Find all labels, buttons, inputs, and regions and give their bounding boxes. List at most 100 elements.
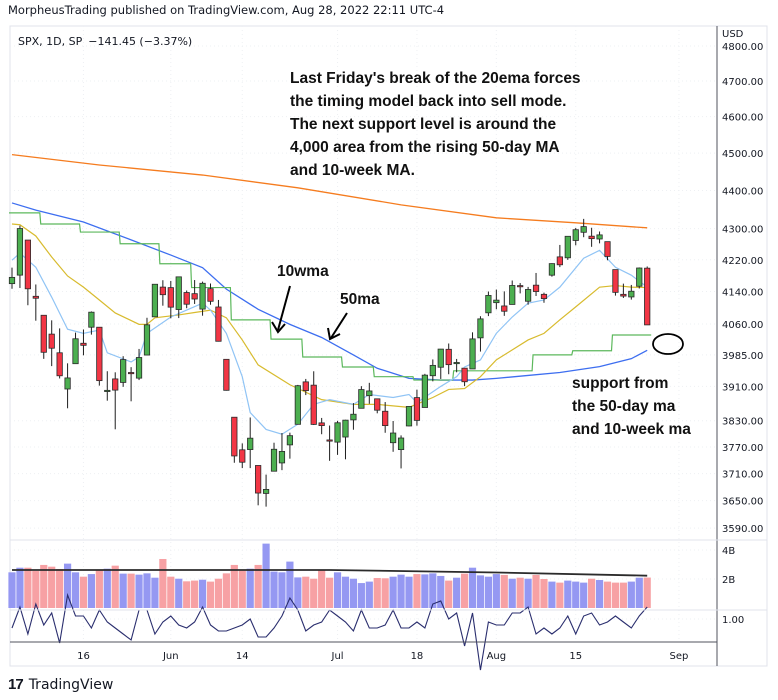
time-tick-label: Jul: [331, 651, 344, 662]
price-tick-label: 3830.00: [722, 417, 763, 428]
time-axis[interactable]: 16 Jun 14 Jul 18 Aug 15 Sep: [77, 651, 688, 662]
candle-down: [318, 422, 325, 426]
volume-bar: [238, 570, 246, 608]
candle-up: [104, 389, 111, 392]
tradingview-logo-icon: 17: [8, 676, 24, 693]
label-50ma: 50ma: [340, 291, 380, 308]
volume-pane: 4B 2B: [8, 543, 735, 608]
volume-bar: [95, 569, 103, 608]
volume-bar: [595, 580, 604, 608]
note-line: the timing model back into sell mode.: [290, 93, 567, 110]
candle-down: [24, 239, 31, 290]
volume-bar: [588, 578, 596, 608]
volume-bar: [580, 582, 588, 608]
volume-bar: [24, 567, 32, 608]
candle-down: [40, 314, 47, 353]
volume-bar: [389, 576, 397, 608]
candle-up: [485, 295, 492, 314]
volume-bar: [222, 573, 230, 608]
ratio-tick-label: 1.00: [722, 615, 744, 626]
price-tick-label: 3590.00: [722, 524, 763, 535]
volume-bar: [484, 576, 492, 608]
price-tick-label: 4600.00: [722, 113, 763, 124]
volume-bar: [103, 568, 111, 608]
volume-bar: [183, 581, 191, 608]
volume-bar: [341, 576, 350, 608]
price-axis[interactable]: USD 4800.00 4700.00 4600.00 4500.00 4400.00 4…: [722, 29, 763, 535]
volume-bar: [516, 577, 524, 608]
label-10wma: 10wma: [277, 263, 329, 280]
candle-down: [540, 293, 548, 299]
symbol-legend[interactable]: SPX, 1D, SP −141.45 (−3.37%): [18, 35, 192, 48]
volume-bar: [476, 575, 485, 608]
price-tick-label: 3710.00: [722, 470, 763, 481]
candle-up: [477, 318, 484, 339]
volume-bar: [635, 577, 643, 608]
candle-down: [461, 367, 468, 383]
volume-bar: [540, 579, 548, 608]
volume-bar: [254, 564, 262, 608]
candle-up: [366, 390, 373, 397]
ema20-line: [11, 223, 648, 408]
publisher-header: MorpheusTrading published on TradingView…: [8, 3, 445, 17]
candle-down: [191, 293, 198, 300]
volume-bar: [453, 577, 461, 608]
volume-bar: [564, 580, 572, 608]
candle-up: [64, 377, 71, 390]
time-tick-label: Aug: [487, 651, 507, 662]
candle-up: [294, 385, 301, 425]
candle-up: [358, 389, 365, 409]
volume-bar: [119, 573, 127, 608]
candle-up: [342, 419, 349, 438]
candle-down: [445, 348, 452, 366]
candle-down: [223, 358, 230, 391]
candle-down: [326, 439, 333, 442]
candle-up: [509, 285, 516, 305]
wma10-line: [9, 212, 652, 381]
candle-down: [382, 410, 389, 427]
price-tick-label: 4700.00: [722, 77, 763, 88]
candle-down: [644, 267, 651, 326]
volume-bar: [532, 574, 540, 608]
candle-down: [255, 465, 262, 494]
volume-bar: [270, 571, 278, 608]
note-line: Last Friday's break of the 20ema forces: [290, 70, 581, 87]
volume-bar: [397, 574, 405, 608]
candle-down: [96, 326, 103, 382]
volume-bar: [572, 581, 580, 608]
volume-bar: [508, 578, 516, 608]
volume-bar: [214, 578, 223, 608]
candle-up: [175, 276, 182, 310]
candle-up: [8, 276, 16, 285]
volume-bar: [16, 567, 24, 608]
volume-bar: [159, 558, 167, 608]
price-tick-label: 3650.00: [722, 497, 763, 508]
candle-down: [231, 416, 238, 457]
volume-bar: [198, 579, 207, 608]
candle-down: [239, 449, 246, 463]
candle-up: [199, 282, 206, 310]
volume-bar: [175, 578, 183, 608]
candle-up: [596, 234, 603, 240]
annotation-arrow-10wma: [271, 285, 291, 334]
time-tick-label: 14: [236, 651, 249, 662]
volume-bar: [445, 580, 453, 608]
volume-bar: [32, 571, 40, 608]
candle-up: [278, 451, 286, 464]
volume-bar: [421, 574, 429, 608]
tradingview-branding[interactable]: 17 TradingView: [8, 676, 113, 693]
volume-bar: [413, 574, 421, 608]
candle-down: [32, 295, 39, 299]
support-annotation: support from the 50-day ma and 10-week m…: [572, 372, 691, 441]
candle-up: [334, 422, 341, 443]
candle-up: [16, 228, 24, 276]
volume-bar: [143, 573, 151, 608]
candle-up: [525, 289, 532, 302]
candle-up: [88, 311, 95, 328]
annotation-arrow-50ma: [327, 312, 348, 341]
candle-down: [532, 284, 540, 292]
currency-label: USD: [722, 29, 744, 40]
candle-down: [517, 285, 524, 288]
note-line: the 50-day ma: [572, 398, 676, 415]
